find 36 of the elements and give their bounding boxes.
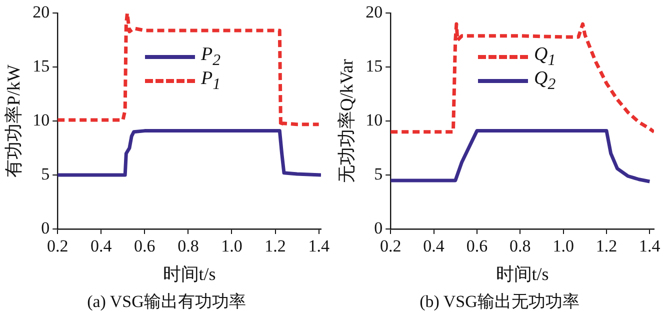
y-tick-label: 5 [41,164,50,184]
y-tick-label: 20 [32,2,50,22]
x-tick-label: 0.4 [423,236,445,256]
x-tick-label: 1.4 [308,236,330,256]
text: (b) VSG输出无功功率 [418,291,580,313]
legend-label: Q$_{2}$ [534,68,556,94]
y-tick-label: 15 [366,56,383,76]
y-tick-label: 0 [374,218,383,238]
y-axis-title: 有功功率P/kW [4,64,24,178]
y-tick-label: 10 [32,110,50,130]
y-tick-label: 20 [366,2,383,22]
y-tick-label: 15 [32,56,50,76]
x-tick-label: 1.2 [264,236,286,256]
x-tick-label: 0.8 [510,236,531,256]
y-tick-label: 5 [374,164,383,184]
x-tick-label: 0.4 [90,236,112,256]
line-series [58,13,321,128]
x-tick-label: 0.6 [134,236,156,256]
x-tick-label: 1.0 [552,236,574,256]
legend-label: Q$_{1}$ [534,44,556,70]
line-series [390,22,654,134]
x-tick-label: 0.6 [466,236,488,256]
legend-label: P$_{2}$ [201,44,221,70]
y-axis-title: 无功功率Q/kVar [336,59,357,184]
y-tick-label: 10 [366,110,383,130]
x-tick-label: 1.0 [221,236,242,256]
x-tick-label: 1.4 [639,236,661,256]
y-tick-label: 0 [41,218,50,238]
x-tick-label: 1.2 [596,236,618,256]
x-axis-title: 时间t/s [162,264,216,284]
text: (a) VSG输出有功功率 [86,291,247,313]
x-tick-label: 0.2 [46,236,68,256]
x-tick-label: 0.2 [380,236,402,256]
x-axis-title: 时间t/s [496,264,549,284]
x-tick-label: 0.8 [178,236,199,256]
legend-label: P$_{1}$ [201,68,221,94]
